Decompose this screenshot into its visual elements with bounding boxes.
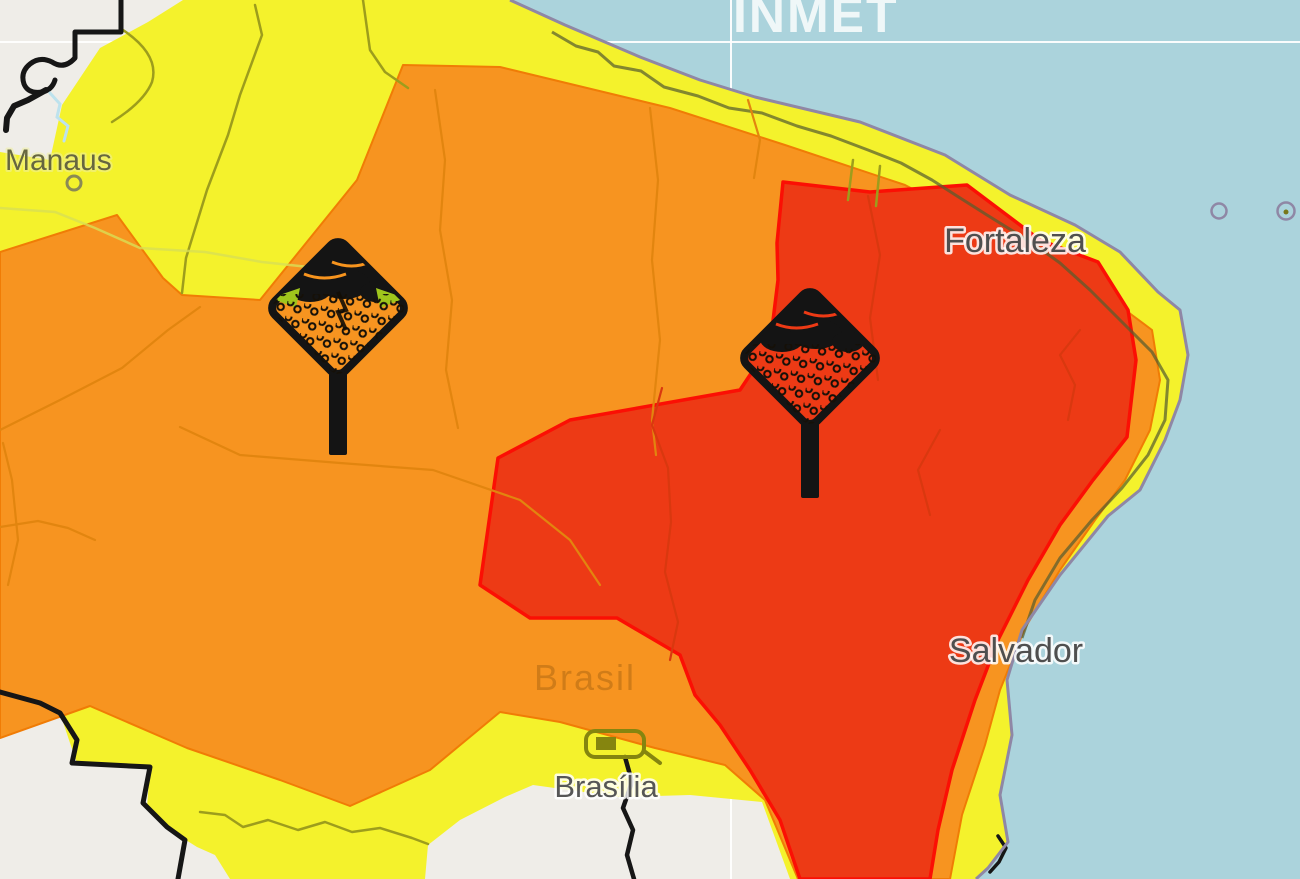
state-border [846,158,882,208]
country-border [988,834,1008,874]
country-label: Brasil [534,657,636,698]
country-border [0,689,188,879]
state-border [110,28,155,124]
state-border [180,3,264,295]
country-border [3,87,49,133]
state-border [1,441,20,587]
inmet-watermark: INMET [733,0,899,43]
state-border [746,98,762,180]
icon-pole [329,360,347,455]
coastline [509,0,1190,879]
state-border [1058,328,1082,422]
city-marker-manaus[interactable] [65,174,83,192]
city-label-fortaleza: Fortaleza [944,222,1086,260]
coastline-detail [551,30,1170,639]
state-border [0,305,202,432]
island-dot [1283,209,1289,215]
state-border [916,428,942,517]
state-border [0,519,97,542]
state-border [650,386,680,662]
icon-pole [801,410,819,498]
city-label-manaus: Manaus [5,144,112,177]
river [48,91,70,143]
state-border [178,425,602,587]
capital-marker-icon [584,729,662,765]
state-border [433,88,460,430]
alert-zone-red[interactable] [478,180,1138,879]
state-border [361,0,410,90]
city-label-brasilia: Brasília [554,769,658,804]
state-border-black [620,754,637,879]
state-border [198,810,430,846]
island-marker [1210,202,1228,220]
city-label-salvador: Salvador [949,632,1083,670]
